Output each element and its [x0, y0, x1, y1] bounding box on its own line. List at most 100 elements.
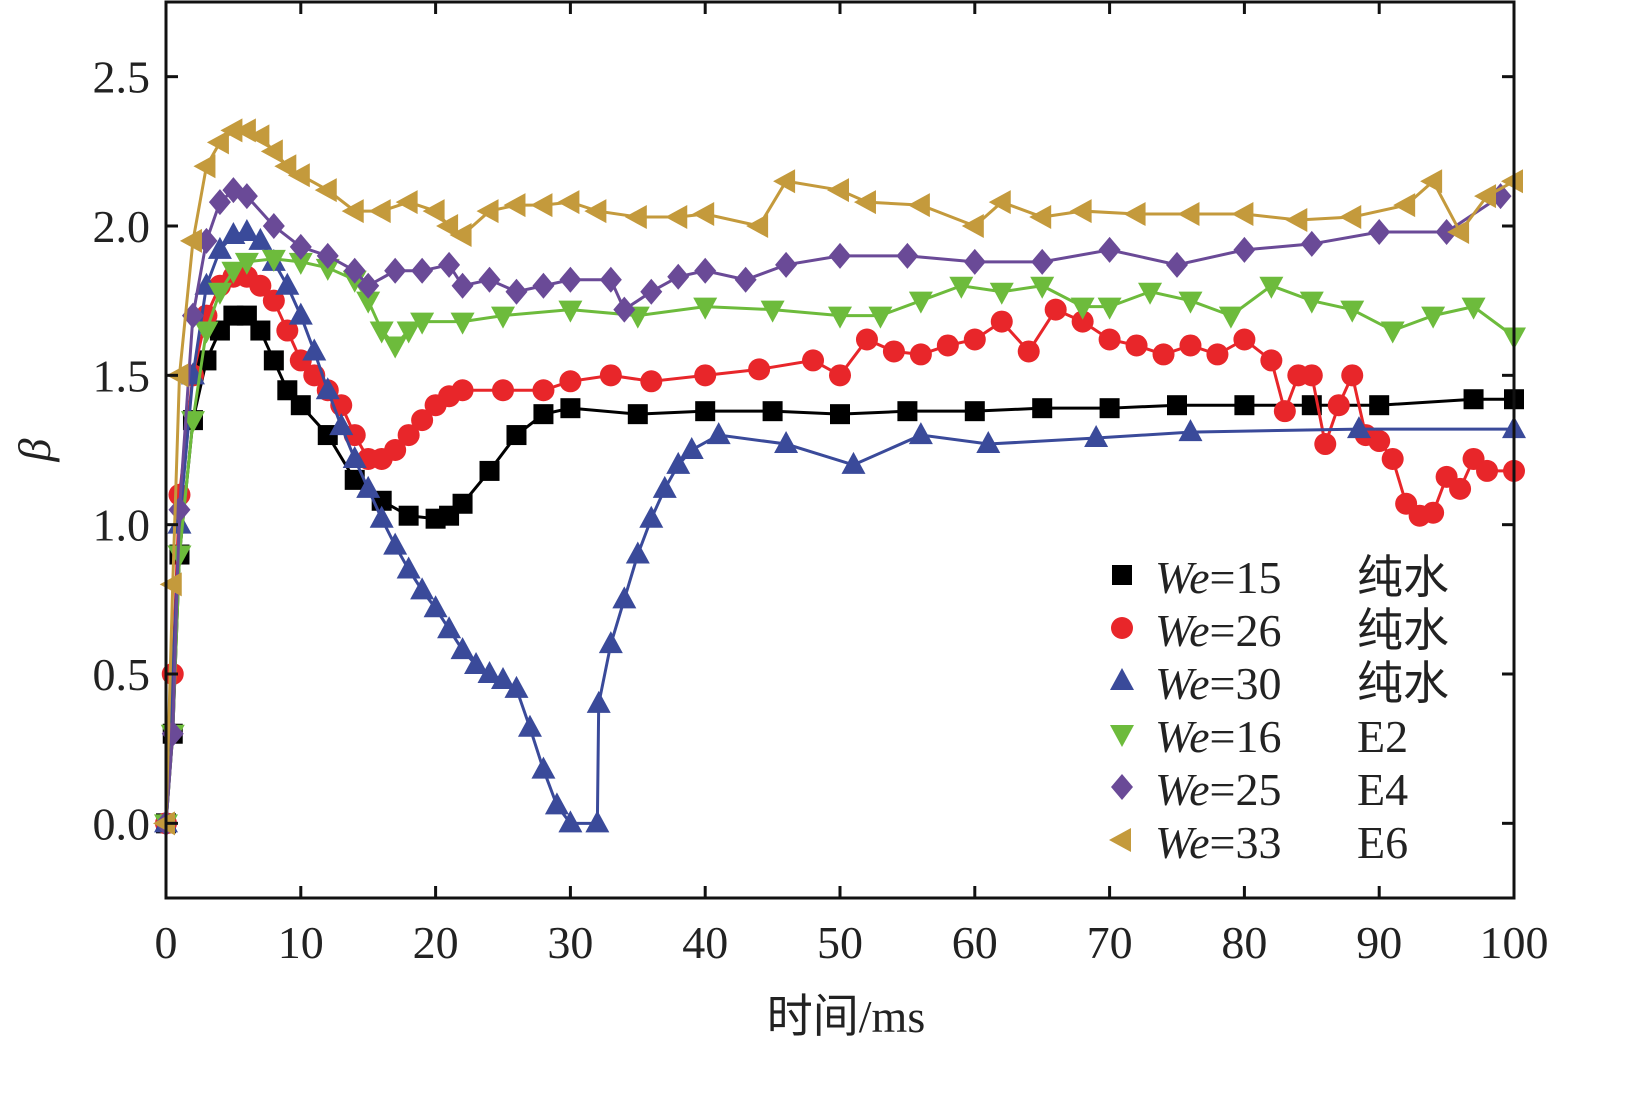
data-point [315, 258, 340, 281]
data-point [1300, 230, 1323, 257]
data-point [276, 319, 299, 342]
data-point [558, 810, 583, 833]
data-point [612, 586, 637, 609]
legend-label: We=25 [1155, 764, 1281, 815]
x-axis-title: 时间/ms [767, 991, 925, 1042]
data-point [1166, 251, 1188, 278]
data-point [829, 364, 851, 387]
legend-marker [1110, 668, 1134, 690]
data-point [449, 222, 472, 247]
data-point [275, 272, 300, 295]
data-point [396, 321, 421, 344]
data-point [694, 257, 717, 284]
legend-item: We=15 纯水 [1112, 552, 1449, 603]
data-point [1099, 398, 1120, 419]
data-point [760, 300, 785, 323]
y-tick-label: 2.0 [93, 201, 151, 252]
data-point [963, 328, 986, 351]
data-point [221, 261, 246, 284]
legend-marker [1110, 725, 1134, 747]
data-point [625, 541, 650, 564]
data-point [530, 193, 553, 218]
data-point [855, 328, 878, 351]
x-tick-label: 70 [1087, 917, 1133, 968]
data-point [450, 637, 475, 660]
data-point [438, 251, 461, 278]
data-point [260, 139, 283, 164]
data-point [288, 252, 313, 275]
data-point [369, 505, 394, 528]
data-point [383, 532, 408, 555]
data-point [411, 257, 434, 284]
data-point [907, 193, 930, 218]
data-point [395, 190, 418, 215]
series-We-25 [155, 177, 1512, 837]
data-point [1069, 199, 1092, 224]
data-point [193, 154, 216, 179]
data-point [586, 690, 611, 713]
data-point [746, 214, 769, 238]
legend-label: We=15 [1155, 552, 1281, 603]
x-tick-label: 60 [952, 917, 998, 968]
data-point [344, 469, 365, 490]
data-point [1421, 306, 1446, 329]
data-point [531, 756, 556, 779]
data-point [896, 242, 919, 269]
data-point [247, 124, 270, 149]
legend-label: We=30 [1155, 658, 1281, 709]
data-point [248, 227, 273, 250]
data-point [774, 431, 799, 454]
data-point [544, 792, 569, 815]
data-point [341, 199, 364, 224]
data-point [1029, 205, 1052, 230]
data-point [679, 437, 704, 459]
data-point [1449, 477, 1472, 500]
data-point [451, 379, 474, 402]
data-point [368, 199, 391, 224]
data-point [274, 154, 297, 179]
data-point [261, 249, 286, 272]
data-point [452, 493, 473, 514]
legend-item: We=16 E2 [1110, 711, 1408, 762]
data-point [1476, 459, 1499, 482]
data-point [640, 278, 663, 305]
data-point [479, 460, 500, 481]
series-We-16 [154, 249, 1526, 837]
data-point [478, 266, 501, 293]
data-point [1260, 349, 1283, 372]
legend-fluid: E2 [1357, 711, 1408, 762]
data-point [1178, 419, 1203, 442]
data-point [504, 675, 529, 698]
data-point [1340, 300, 1365, 323]
legend-fluid: 纯水 [1357, 552, 1449, 603]
data-point [410, 312, 435, 335]
data-point [695, 401, 716, 422]
data-point [1098, 236, 1121, 263]
data-point [1206, 343, 1229, 366]
data-point [384, 257, 407, 284]
data-point [423, 595, 448, 618]
x-tick-label: 10 [278, 917, 324, 968]
data-point [384, 439, 407, 461]
legend-fluid: E6 [1357, 817, 1408, 868]
data-point [841, 451, 866, 474]
data-point [936, 334, 959, 357]
y-tick-label: 1.0 [93, 500, 151, 551]
data-point [1098, 328, 1121, 351]
data-point [194, 321, 219, 344]
data-point [829, 242, 851, 269]
data-point [1084, 425, 1109, 448]
data-point [1070, 297, 1095, 320]
data-point [356, 291, 381, 314]
data-point [802, 349, 825, 372]
data-point [1368, 430, 1391, 453]
data-point [598, 631, 623, 654]
data-point [1474, 184, 1497, 209]
legend-item: We=33 E6 [1109, 817, 1408, 868]
data-point [897, 401, 918, 422]
data-point [491, 666, 515, 689]
data-point [990, 310, 1013, 333]
data-point [503, 193, 526, 218]
data-point [599, 364, 622, 387]
data-point [1233, 328, 1256, 351]
